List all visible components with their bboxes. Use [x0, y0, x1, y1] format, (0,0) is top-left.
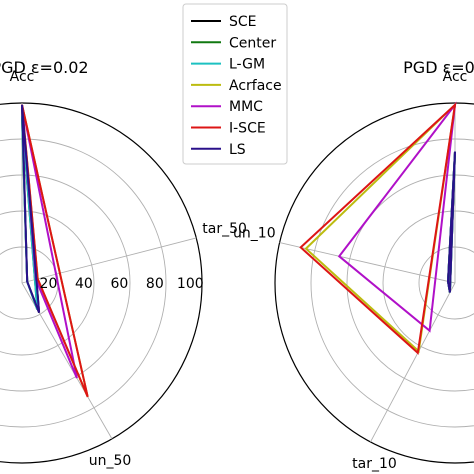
legend-label-center: Center	[229, 35, 276, 51]
left-spoke-tar_50	[21, 237, 197, 284]
right-series-mmc	[337, 101, 457, 333]
left-axis-label-tar_50: tar_50	[202, 221, 247, 237]
left-radial-tick-20: 20	[40, 276, 58, 292]
legend-label-mmc: MMC	[229, 99, 263, 115]
left-radial-tick-80: 80	[146, 276, 164, 292]
legend-label-i-sce: I-SCE	[229, 121, 266, 137]
right-grid-circle-20	[418, 246, 474, 320]
left-grid-circle-100	[0, 102, 203, 464]
left-axis-label-un_50: un_50	[89, 453, 132, 469]
left-axis-label-Acc: Acc	[10, 69, 35, 85]
legend-label-acrface: Acrface	[229, 78, 282, 94]
left-radial-tick-100: 100	[177, 276, 204, 292]
right-series-ls	[446, 151, 456, 293]
left-radial-tick-40: 40	[75, 276, 93, 292]
left-radar-chart: Acc tar_50 un_50 20 40 60 80 100 PGD ε=0.02	[0, 58, 247, 469]
right-axis-label-un_10: un_10	[233, 226, 276, 242]
legend-label-l-gm: L-GM	[229, 57, 265, 73]
legend-label-sce: SCE	[229, 14, 257, 30]
legend-label-ls: LS	[229, 142, 246, 158]
right-axis-label-tar_10: tar_10	[352, 456, 397, 472]
right-axis-label-Acc: Acc	[443, 69, 468, 85]
right-spoke-un_10	[279, 242, 456, 284]
right-series-acrface	[304, 102, 457, 354]
left-radial-tick-60: 60	[110, 276, 128, 292]
right-chart-title: PGD ε=0	[403, 58, 474, 77]
legend: SCE Center L-GM Acrface MMC I-SCE LS	[182, 3, 288, 165]
left-series-ls	[21, 104, 41, 313]
right-radar-chart: Acc un_10 tar_10 PGD ε=0	[233, 58, 474, 472]
right-grid-circle-100	[274, 102, 474, 464]
left-chart-title: PGD ε=0.02	[0, 58, 89, 77]
right-series-i-sce	[299, 102, 457, 355]
right-spoke-tar_10	[370, 282, 456, 443]
legend-frame	[182, 3, 288, 165]
